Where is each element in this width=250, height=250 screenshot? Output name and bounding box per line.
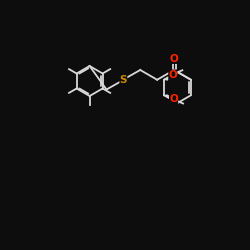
Text: O: O <box>169 94 178 104</box>
Text: O: O <box>170 54 178 64</box>
Text: O: O <box>168 70 177 80</box>
Text: S: S <box>120 75 127 85</box>
